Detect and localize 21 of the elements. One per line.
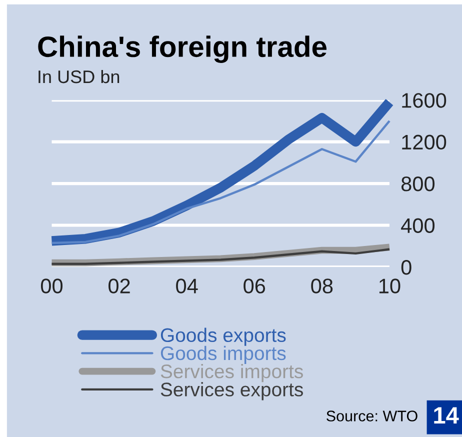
x-tick-label: 08 xyxy=(311,278,333,294)
y-tick-label: 800 xyxy=(401,176,435,192)
x-tick-label: 02 xyxy=(108,278,130,294)
chart-title: China's foreign trade xyxy=(38,36,327,63)
x-tick-label: 00 xyxy=(40,278,63,294)
line-series xyxy=(50,120,391,244)
legend-label: Services exports xyxy=(160,382,303,400)
x-tick-label: 06 xyxy=(244,278,266,294)
x-tick-label: 10 xyxy=(379,278,400,294)
x-tick-label: 04 xyxy=(176,278,198,294)
y-tick-label: 1600 xyxy=(402,93,446,108)
y-tick-label: 400 xyxy=(401,218,435,234)
line-series xyxy=(50,248,391,265)
y-tick-label: 1200 xyxy=(402,134,446,150)
text: 14 xyxy=(434,407,459,424)
legend-label: Goods imports xyxy=(160,346,286,364)
source-note: Source: WTO xyxy=(326,410,418,422)
y-tick-label: 0 xyxy=(401,260,412,275)
chart-subtitle: In USD bn xyxy=(38,70,120,84)
legend-label: Goods exports xyxy=(160,328,286,346)
legend-label: Services imports xyxy=(160,364,303,382)
